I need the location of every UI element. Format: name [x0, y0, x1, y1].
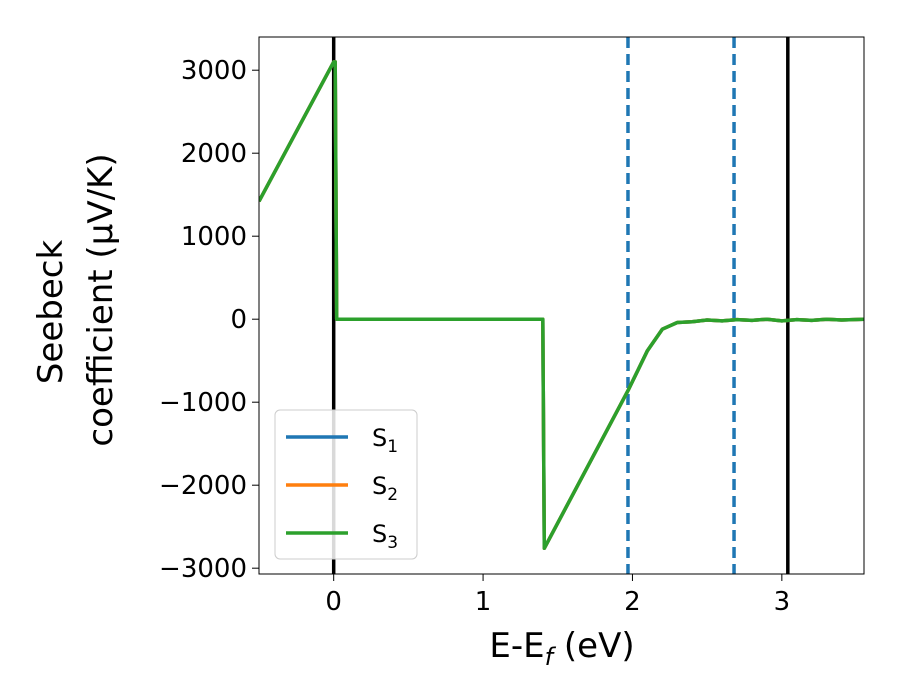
y-axis-label: Seebeck coefficient (μV/K)	[31, 153, 121, 446]
y-tick-label: 1000	[181, 222, 247, 252]
series-lines	[259, 60, 864, 551]
legend: S1 S2 S3	[274, 409, 418, 560]
y-axis-label-line2: coefficient (μV/K)	[81, 153, 121, 446]
y-tick-label: −1000	[159, 388, 247, 418]
legend-label-2: S2	[372, 472, 398, 505]
y-tick-label: −2000	[159, 471, 247, 501]
plot-frame	[258, 36, 865, 575]
legend-label-1: S1	[372, 424, 398, 457]
y-tick-label: 3000	[181, 56, 247, 86]
x-tick-label: 2	[624, 587, 641, 617]
x-tick-label: 1	[475, 587, 492, 617]
y-axis-label-line1: Seebeck	[31, 240, 71, 385]
x-tick-label: 3	[774, 587, 791, 617]
y-tick-label: −3000	[159, 554, 247, 584]
x-tick-label: 0	[325, 587, 342, 617]
series-line-3	[259, 60, 864, 551]
y-tick-label: 2000	[181, 139, 247, 169]
y-tick-label: 0	[230, 305, 247, 335]
legend-label-3: S3	[372, 520, 398, 553]
x-axis-label: E-Ef (eV)	[489, 626, 634, 671]
x-axis-ticks: 0 1 2 3	[325, 574, 790, 617]
y-axis-ticks: −3000 −2000 −1000 0 1000 2000 3000	[159, 56, 259, 584]
